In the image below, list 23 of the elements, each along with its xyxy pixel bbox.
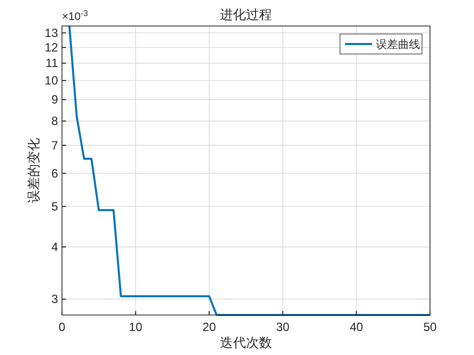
y-tick-label: 10 bbox=[44, 74, 58, 88]
y-tick-label: 7 bbox=[51, 138, 58, 152]
text: ×10$^{-3}$ bbox=[62, 8, 88, 23]
y-tick-label: 8 bbox=[51, 114, 58, 128]
x-axis-title: 迭代次数 bbox=[220, 335, 272, 350]
x-tick-label: 10 bbox=[128, 320, 143, 334]
y-axis-title: 误差的变化 bbox=[26, 138, 41, 203]
y-tick-label: 3 bbox=[51, 292, 58, 306]
y-tick-label: 11 bbox=[46, 56, 58, 70]
y-tick-label: 4 bbox=[51, 240, 58, 254]
x-tick-label: 0 bbox=[58, 320, 66, 334]
y-tick-label: 13 bbox=[44, 26, 58, 40]
x-tick-label: 40 bbox=[350, 320, 364, 334]
line-series bbox=[68, 25, 430, 316]
chart-title: 进化过程 bbox=[220, 7, 272, 22]
y-tick-label: 5 bbox=[51, 199, 58, 214]
x-tick-label: 20 bbox=[202, 320, 216, 334]
y-tick-label: 6 bbox=[51, 166, 58, 180]
x-tick-label: 30 bbox=[276, 320, 290, 334]
y-tick-label: 9 bbox=[51, 92, 58, 107]
x-tick-label: 50 bbox=[423, 320, 437, 334]
legend-label: 误差曲线 bbox=[376, 38, 420, 51]
y-tick-label: 12 bbox=[44, 40, 58, 54]
